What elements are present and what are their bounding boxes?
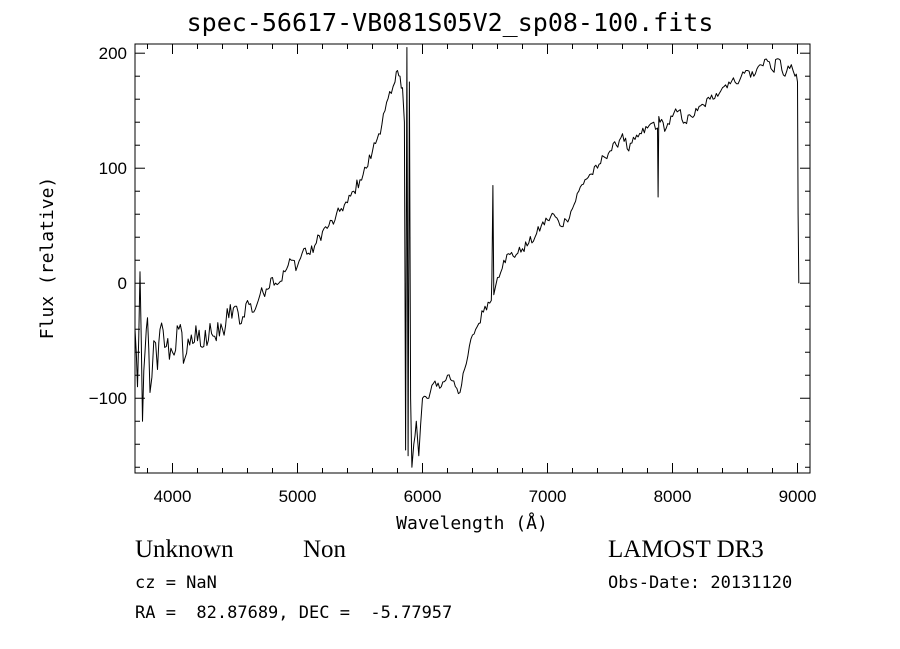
- chart-title: spec-56617-VB081S05V2_sp08-100.fits: [186, 8, 714, 37]
- redshift-cz: cz = NaN: [135, 573, 217, 593]
- tick-labels: 4000 5000 6000 7000 8000 9000 −100 0 100 200: [89, 44, 817, 506]
- x-tick-label: 5000: [279, 487, 317, 506]
- y-tick-label: 200: [99, 44, 127, 63]
- x-tick-label: 9000: [779, 487, 817, 506]
- y-axis-label: Flux (relative): [37, 177, 58, 340]
- y-tick-label: −100: [89, 389, 127, 408]
- y-tick-label: 0: [118, 274, 127, 293]
- x-tick-label: 6000: [404, 487, 442, 506]
- x-tick-label: 4000: [154, 487, 192, 506]
- object-subclass: Non: [303, 536, 347, 563]
- x-tick-label: 7000: [529, 487, 567, 506]
- observation-date: Obs-Date: 20131120: [608, 573, 793, 593]
- y-tick-label: 100: [99, 159, 127, 178]
- x-axis-label: Wavelength (Å): [396, 512, 548, 534]
- plot-frame: [134, 43, 811, 474]
- x-tick-label: 8000: [654, 487, 692, 506]
- spectrum-line: [135, 47, 800, 468]
- object-class: Unknown: [135, 536, 234, 563]
- axis-ticks: [135, 44, 810, 473]
- survey-label: LAMOST DR3: [608, 536, 764, 563]
- ra-dec-coordinates: RA = 82.87689, DEC = -5.77957: [135, 603, 453, 623]
